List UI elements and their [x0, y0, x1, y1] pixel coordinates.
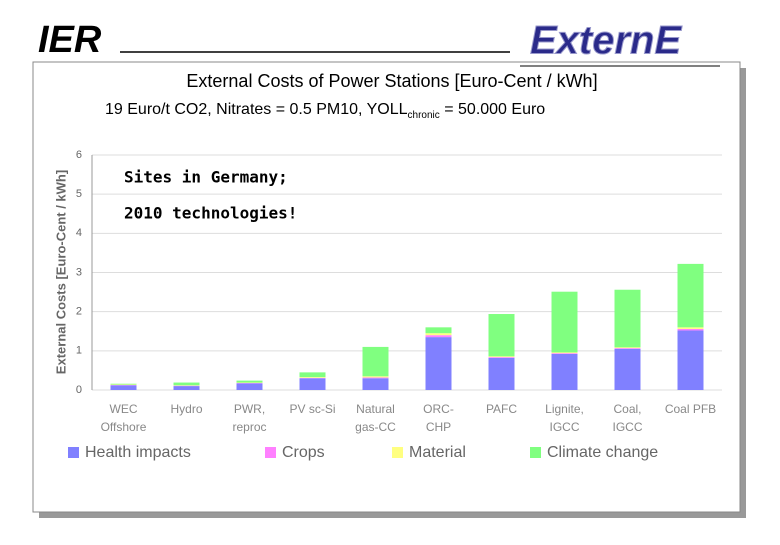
bar-segment: [552, 292, 578, 353]
bar-segment: [300, 372, 326, 377]
x-tick-label: reproc: [232, 420, 266, 434]
bar-segment: [300, 378, 326, 390]
y-tick-label: 6: [76, 149, 82, 161]
bar-segment: [363, 347, 389, 376]
legend-swatch: [68, 447, 79, 458]
x-tick-label: ORC-: [423, 402, 454, 416]
bar-segment: [489, 357, 515, 358]
x-tick-label: gas-CC: [355, 420, 396, 434]
bar-segment: [678, 330, 704, 390]
x-tick-label: Coal,: [613, 402, 641, 416]
bar-segment: [552, 354, 578, 390]
y-tick-label: 2: [76, 306, 82, 318]
x-tick-label: WEC: [110, 402, 138, 416]
x-tick-label: Lignite,: [545, 402, 584, 416]
bar-segment: [489, 314, 515, 356]
bar-segment: [363, 378, 389, 390]
bar-segment: [552, 352, 578, 353]
bar-segment: [489, 356, 515, 357]
bar-segment: [615, 347, 641, 348]
subtitle-text: = 50.000 Euro: [440, 101, 546, 118]
bar-segment: [615, 349, 641, 390]
annotation: 2010 technologies!: [124, 204, 297, 223]
y-axis-label: External Costs [Euro-Cent / kWh]: [53, 170, 68, 374]
x-tick-label: Natural: [356, 402, 395, 416]
legend-label: Climate change: [547, 444, 658, 461]
legend-swatch: [265, 447, 276, 458]
legend-label: Health impacts: [85, 444, 191, 461]
legend-swatch: [530, 447, 541, 458]
legend-swatch: [392, 447, 403, 458]
chart-title: External Costs of Power Stations [Euro-C…: [186, 71, 597, 91]
legend-label: Material: [409, 444, 466, 461]
x-tick-label: Offshore: [101, 420, 147, 434]
y-tick-label: 0: [76, 384, 82, 396]
bar-segment: [552, 353, 578, 354]
x-tick-label: CHP: [426, 420, 451, 434]
ier-logo: IER: [38, 19, 102, 61]
bar-segment: [426, 337, 452, 390]
x-tick-label: IGCC: [613, 420, 643, 434]
annotation: Sites in Germany;: [124, 168, 288, 187]
bar-segment: [426, 327, 452, 333]
bar-segment: [615, 348, 641, 349]
legend-label: Crops: [282, 444, 325, 461]
bar-segment: [300, 377, 326, 378]
x-tick-label: PAFC: [486, 402, 517, 416]
bar-segment: [363, 377, 389, 378]
subtitle-text: 19 Euro/t CO2, Nitrates = 0.5 PM10, YOLL: [105, 101, 408, 118]
bar-segment: [363, 376, 389, 377]
x-tick-label: PWR,: [234, 402, 265, 416]
externe-logo: ExternE: [530, 19, 682, 63]
y-tick-label: 1: [76, 345, 82, 357]
chart-subtitle: 19 Euro/t CO2, Nitrates = 0.5 PM10, YOLL…: [105, 101, 545, 120]
y-tick-label: 4: [76, 227, 82, 239]
bar-segment: [111, 385, 137, 390]
subtitle-subscript: chronic: [408, 110, 440, 121]
bar-segment: [678, 327, 704, 329]
bar-segment: [426, 335, 452, 337]
bar-segment: [237, 383, 263, 390]
bar-segment: [678, 264, 704, 327]
y-tick-label: 5: [76, 188, 82, 200]
x-tick-label: PV sc-Si: [289, 402, 335, 416]
x-tick-label: IGCC: [550, 420, 580, 434]
bar-segment: [237, 381, 263, 383]
bar-segment: [615, 290, 641, 348]
x-tick-label: Hydro: [170, 402, 202, 416]
bar-segment: [111, 384, 137, 385]
bar-segment: [678, 329, 704, 331]
bar-segment: [426, 333, 452, 335]
bar-segment: [174, 386, 200, 390]
bar-segment: [174, 383, 200, 386]
y-tick-label: 3: [76, 266, 82, 278]
x-tick-label: Coal PFB: [665, 402, 716, 416]
bar-segment: [489, 358, 515, 390]
